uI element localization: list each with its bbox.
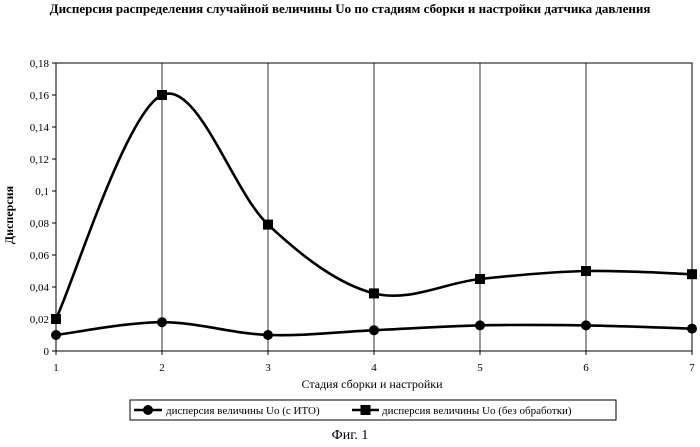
data-point	[475, 320, 485, 330]
x-tick-label: 2	[159, 362, 165, 374]
legend-label: дисперсия величины Uo (с ИТО)	[166, 405, 320, 417]
y-tick-label: 0,18	[30, 58, 50, 70]
x-tick-label: 1	[53, 362, 59, 374]
data-point	[157, 90, 167, 100]
y-tick-label: 0,02	[30, 314, 49, 326]
legend-marker	[143, 405, 153, 415]
y-tick-label: 0,06	[30, 250, 50, 262]
legend-entry: дисперсия величины Uo (без обработки)	[352, 405, 572, 417]
data-point	[581, 320, 591, 330]
data-point	[581, 266, 591, 276]
x-tick-label: 5	[477, 362, 483, 374]
y-axis-label: Дисперсия	[2, 185, 16, 244]
data-point	[51, 330, 61, 340]
data-point	[157, 317, 167, 327]
legend-label: дисперсия величины Uo (без обработки)	[382, 405, 572, 417]
x-tick-label: 7	[689, 362, 695, 374]
legend: дисперсия величины Uo (с ИТО) дисперсия в…	[130, 400, 616, 420]
data-point	[687, 324, 697, 334]
data-point	[51, 314, 61, 324]
y-tick-label: 0,08	[30, 218, 50, 230]
grid-lines	[162, 63, 586, 351]
data-point	[687, 269, 697, 279]
data-point	[263, 330, 273, 340]
legend-marker	[361, 405, 371, 415]
x-tick-label: 6	[583, 362, 589, 374]
x-axis-label: Стадия сборки и настройки	[302, 377, 444, 391]
y-tick-label: 0	[44, 346, 50, 358]
data-point	[369, 288, 379, 298]
x-tick-label: 3	[265, 362, 271, 374]
y-tick-label: 0,1	[35, 186, 49, 198]
data-point	[263, 220, 273, 230]
y-tick-label: 0,16	[30, 90, 50, 102]
data-point	[369, 325, 379, 335]
y-tick-label: 0,04	[30, 282, 50, 294]
y-tick-label: 0,14	[30, 122, 50, 134]
figure-caption: Фиг. 1	[0, 428, 700, 444]
data-point	[475, 274, 485, 284]
x-tick-label: 4	[371, 362, 377, 374]
y-tick-label: 0,12	[30, 154, 49, 166]
